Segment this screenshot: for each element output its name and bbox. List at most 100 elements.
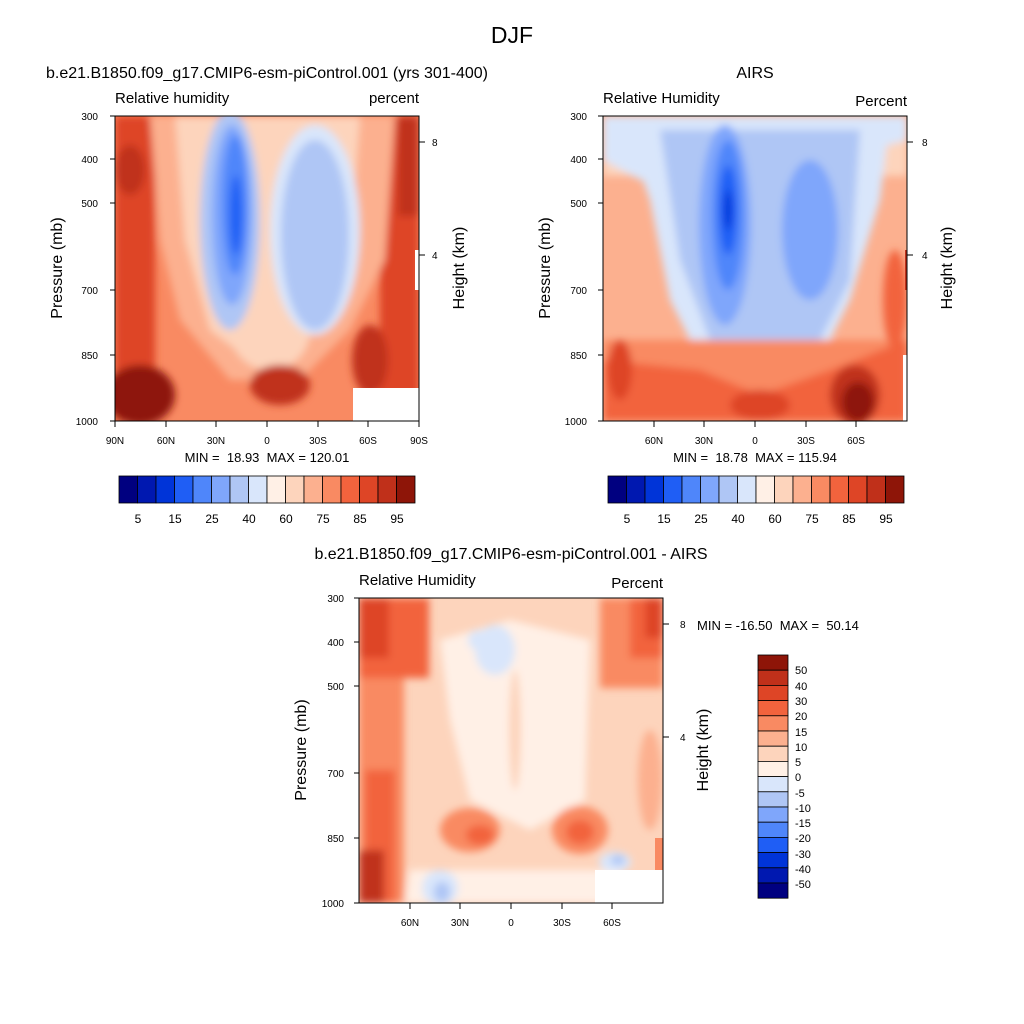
panel-diff-colorbar-label: 20: [795, 711, 807, 723]
panel-diff-y-ticklabel: 700: [327, 769, 344, 780]
panel-diff-colorbar-label: -10: [795, 803, 811, 815]
panel-airs-y-ticklabel: 500: [570, 199, 587, 210]
colorbar-box: [118, 475, 138, 504]
colorbar-box: [229, 475, 249, 504]
panel-model-x-ticklabel: 90N: [106, 436, 124, 447]
colorbar-box: [848, 475, 868, 504]
panel-model-x-ticklabel: 60S: [359, 436, 377, 447]
panel-diff-x-ticklabel: 60N: [401, 918, 419, 929]
panel-airs-height-ticklabel: 8: [922, 138, 928, 149]
panel-model-y-ticks: 300 400 500 700 850 1000: [76, 112, 115, 428]
colorbar-box: [322, 475, 342, 504]
panel-airs-ylabel: Pressure (mb): [537, 217, 554, 318]
panel-diff-colorbar-label: 50: [795, 665, 807, 677]
panel-model-title: b.e21.B1850.f09_g17.CMIP6-esm-piControl.…: [46, 65, 488, 82]
panel-model-right-label: percent: [369, 90, 420, 107]
panel-model-x-ticklabel: 30S: [309, 436, 327, 447]
figure-title: DJF: [491, 22, 533, 48]
colorbar-box: [137, 475, 157, 504]
panel-model-x-ticklabel: 30N: [207, 436, 225, 447]
colorbar-box: [792, 475, 812, 504]
panel-diff-y-ticklabel: 400: [327, 638, 344, 649]
panel-model-x-ticklabel: 90S: [410, 436, 428, 447]
panel-model-colorbar-label: 15: [168, 512, 182, 526]
colorbar-box: [757, 745, 789, 762]
panel-diff-title: b.e21.B1850.f09_g17.CMIP6-esm-piControl.…: [314, 546, 707, 563]
panel-airs-colorbar-label: 75: [805, 512, 819, 526]
panel-airs-y-ticks: 300 400 500 700 850 1000: [565, 112, 603, 428]
panel-model-ylabel-right: Height (km): [451, 227, 468, 310]
panel-diff-colorbar-label: 5: [795, 757, 801, 769]
colorbar-box: [396, 475, 416, 504]
panel-diff: b.e21.B1850.f09_g17.CMIP6-esm-piControl.…: [293, 546, 859, 929]
panel-airs-colorbar-boxes: [607, 475, 905, 504]
panel-model-left-label: Relative humidity: [115, 90, 230, 107]
panel-airs-right-label: Percent: [855, 93, 908, 110]
colorbar-box: [757, 669, 789, 686]
panel-diff-x-ticklabel: 30S: [553, 918, 571, 929]
panel-model-y-ticklabel: 400: [81, 155, 98, 166]
colorbar-box: [303, 475, 323, 504]
panel-airs-x-ticklabel: 60S: [847, 436, 865, 447]
colorbar-box: [757, 821, 789, 838]
panel-airs-colorbar-label: 40: [731, 512, 745, 526]
colorbar-box: [377, 475, 397, 504]
panel-model-colorbar-label: 5: [135, 512, 142, 526]
colorbar-box: [757, 761, 789, 778]
panel-diff-colorbar-label: 15: [795, 727, 807, 739]
panel-diff-contours: [359, 598, 663, 903]
panel-airs-colorbar-label: 5: [624, 512, 631, 526]
colorbar-box: [155, 475, 175, 504]
colorbar-box: [285, 475, 305, 504]
colorbar-box: [192, 475, 212, 504]
panel-model-stats: MIN = 18.93 MAX = 120.01: [185, 450, 350, 465]
panel-model-colorbar-boxes: [118, 475, 416, 504]
panel-airs-colorbar-label: 15: [657, 512, 671, 526]
panel-airs-stats: MIN = 18.78 MAX = 115.94: [673, 450, 837, 465]
panel-diff-colorbar-label: 30: [795, 696, 807, 708]
panel-diff-height-ticklabel: 4: [680, 733, 686, 744]
panel-airs-colorbar-label: 60: [768, 512, 782, 526]
panel-airs-left-label: Relative Humidity: [603, 90, 720, 107]
panel-airs-height-ticklabel: 4: [922, 251, 928, 262]
panel-airs-y-ticklabel: 400: [570, 155, 587, 166]
panel-airs-y-ticklabel: 700: [570, 286, 587, 297]
panel-diff-colorbar-label: -40: [795, 864, 811, 876]
colorbar-box: [757, 654, 789, 671]
panel-diff-x-ticks: 60N 30N 0 30S 60S: [401, 903, 621, 929]
panel-diff-colorbar-label: -50: [795, 879, 811, 891]
panel-diff-y-ticklabel: 300: [327, 594, 344, 605]
panel-model-y-ticklabel: 850: [81, 351, 98, 362]
panel-diff-stats: MIN = -16.50 MAX = 50.14: [697, 618, 859, 633]
colorbar-box: [359, 475, 379, 504]
panel-diff-colorbar-label: -15: [795, 818, 811, 830]
panel-diff-y-ticklabel: 1000: [322, 899, 345, 910]
panel-diff-colorbar-label: 10: [795, 742, 807, 754]
panel-airs-ylabel-right: Height (km): [939, 227, 956, 310]
panel-model-y-ticklabel: 1000: [76, 417, 99, 428]
panel-model-colorbar-label: 75: [316, 512, 330, 526]
panel-diff-height-ticks: 8 4: [663, 620, 686, 744]
panel-diff-x-ticklabel: 30N: [451, 918, 469, 929]
colorbar-box: [755, 475, 775, 504]
panel-model-y-ticklabel: 700: [81, 286, 98, 297]
colorbar-box: [644, 475, 664, 504]
colorbar-box: [681, 475, 701, 504]
colorbar-box: [757, 852, 789, 869]
colorbar-box: [757, 806, 789, 823]
panel-diff-y-ticks: 300 400 500 700 850 1000: [322, 594, 359, 910]
colorbar-box: [757, 882, 789, 899]
colorbar-box: [626, 475, 646, 504]
panel-model-height-ticklabel: 8: [432, 138, 438, 149]
colorbar-box: [737, 475, 757, 504]
panel-airs-y-ticklabel: 850: [570, 351, 587, 362]
panel-model-y-ticklabel: 500: [81, 199, 98, 210]
panel-model-x-ticklabel: 60N: [157, 436, 175, 447]
colorbar-box: [663, 475, 683, 504]
panel-model-colorbar-label: 85: [353, 512, 367, 526]
panel-diff-y-ticklabel: 500: [327, 682, 344, 693]
panel-diff-colorbar-boxes: [757, 654, 789, 899]
colorbar-box: [757, 715, 789, 732]
panel-airs-colorbar-label: 85: [842, 512, 856, 526]
